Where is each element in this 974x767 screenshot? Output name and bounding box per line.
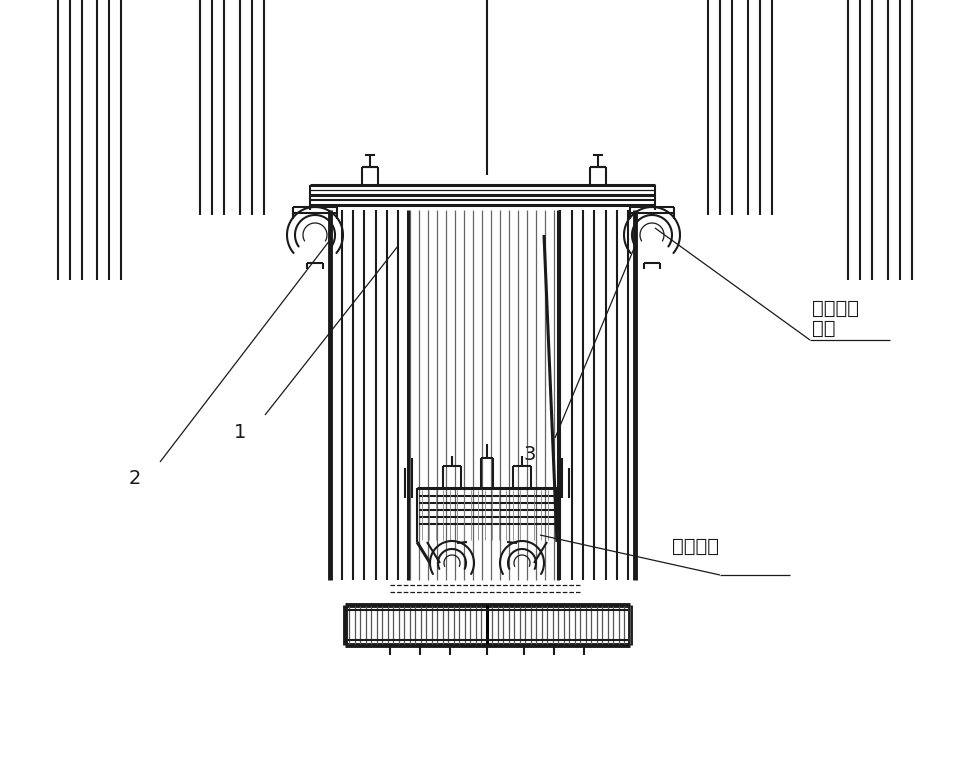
Text: 2: 2 (129, 469, 141, 488)
Text: 1: 1 (234, 423, 246, 442)
Text: 高度调节: 高度调节 (812, 299, 859, 318)
Text: 位置: 位置 (812, 319, 836, 338)
Text: 折卸位置: 折卸位置 (672, 537, 719, 556)
Text: 3: 3 (524, 446, 537, 465)
